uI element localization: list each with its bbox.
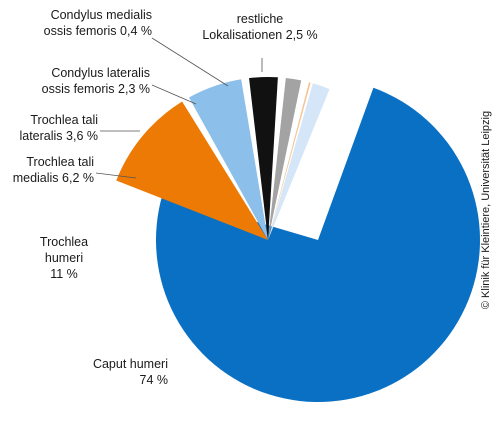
- slice-label-trochlea-humeri: Trochlea humeri 11 %: [40, 235, 88, 281]
- slice-label-condylus-lateralis: Condylus lateralis ossis femoris 2,3 %: [42, 66, 150, 96]
- slice-label-trochlea-tali-lateralis: Trochlea tali lateralis 3,6 %: [19, 113, 98, 143]
- pie-slice-condylus-medialis: [268, 82, 311, 240]
- slice-label-caput-humeri: Caput humeri 74 %: [93, 357, 168, 387]
- leader-line-condylus-lateralis: [151, 84, 197, 105]
- slice-label-trochlea-tali-medialis: Trochlea tali medialis 6,2 %: [13, 155, 94, 185]
- leader-line-trochlea-tali-medialis: [95, 172, 137, 179]
- pie-slice-trochlea-humeri: [116, 101, 269, 240]
- pie-slice-restliche-lokalisationen: [268, 83, 330, 240]
- pie-slice-caput-humeri: [155, 87, 480, 402]
- leader-line-condylus-medialis: [151, 37, 229, 87]
- pie-slice-trochlea-tali-medialis: [188, 79, 268, 240]
- slice-label-restliche-lokalisationen: restliche Lokalisationen 2,5 %: [202, 12, 317, 42]
- copyright-credit: © Klinik für Kleintiere, Universität Lei…: [480, 110, 492, 310]
- pie-slice-condylus-lateralis: [268, 77, 302, 240]
- pie-slice-trochlea-tali-lateralis: [249, 77, 278, 240]
- slice-label-condylus-medialis: Condylus medialis ossis femoris 0,4 %: [44, 8, 152, 38]
